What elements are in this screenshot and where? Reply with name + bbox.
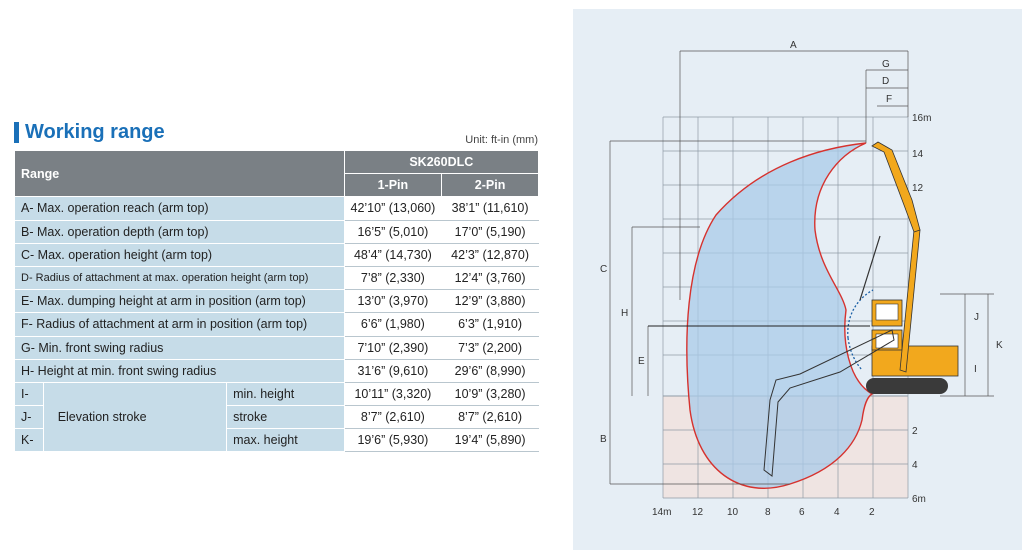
elevation-stroke-label: Elevation stroke	[42, 381, 228, 453]
tick-bottom-12: 12	[692, 507, 704, 518]
tick-bottom-4: 4	[834, 507, 840, 518]
value-2pin: 8’7” (2,610)	[441, 405, 539, 430]
row-code: J-	[14, 405, 44, 430]
dim-label-d: D	[882, 76, 889, 87]
dim-label-e: E	[638, 356, 645, 367]
row-label: A- Max. operation reach (arm top)	[14, 196, 345, 221]
diagram-canvas: A G D F C H E B J I K 16m 14 12 2 4 6m 1…	[600, 40, 1003, 518]
tick-right-2: 2	[912, 426, 918, 437]
excavator-illustration	[763, 141, 959, 477]
dim-label-f: F	[886, 94, 892, 105]
value-2pin: 12’9” (3,880)	[441, 289, 539, 314]
value-2pin: 29’6” (8,990)	[441, 358, 539, 383]
value-1pin: 19’6” (5,930)	[343, 428, 443, 453]
dim-label-c: C	[600, 264, 607, 275]
value-1pin: 7’8” (2,330)	[343, 265, 443, 291]
value-2pin: 6’3” (1,910)	[441, 312, 539, 337]
value-1pin: 31’6” (9,610)	[343, 358, 443, 383]
row-sublabel: max. height	[226, 428, 345, 453]
table-row: H- Height at min. front swing radius 31’…	[14, 358, 539, 383]
tick-right-16m: 16m	[912, 113, 931, 124]
table-row: C- Max. operation height (arm top) 48’4”…	[14, 242, 539, 267]
dim-label-k: K	[996, 340, 1003, 351]
value-2pin: 17’0” (5,190)	[441, 219, 539, 244]
table-row: J- stroke 8’7” (2,610) 8’7” (2,610)	[14, 405, 539, 430]
value-2pin: 19’4” (5,890)	[441, 428, 539, 453]
dim-label-g: G	[882, 59, 890, 70]
table-row: B- Max. operation depth (arm top) 16’5” …	[14, 219, 539, 244]
swing-arc	[847, 289, 874, 371]
row-label: G- Min. front swing radius	[14, 335, 345, 360]
tick-bottom-6: 6	[799, 507, 805, 518]
row-label: B- Max. operation depth (arm top)	[14, 219, 345, 244]
dim-label-a: A	[790, 40, 797, 51]
tick-right-6m: 6m	[912, 494, 926, 505]
working-range-diagram: A G D F C H E B J I K 16m 14 12 2 4 6m 1…	[573, 9, 1022, 550]
model-header: SK260DLC	[343, 149, 540, 175]
row-code: K-	[14, 428, 44, 453]
table-row: A- Max. operation reach (arm top) 42’10”…	[14, 196, 539, 221]
dim-label-b: B	[600, 434, 607, 445]
table-row: E- Max. dumping height at arm in positio…	[14, 289, 539, 314]
value-2pin: 12’4” (3,760)	[441, 265, 539, 291]
axis-ticks: 16m 14 12 2 4 6m 14m 12 10 8 6 4 2	[652, 113, 931, 518]
title-accent-bar	[14, 122, 19, 143]
value-1pin: 6’6” (1,980)	[343, 312, 443, 337]
row-label: D- Radius of attachment at max. operatio…	[14, 265, 345, 291]
unit-note: Unit: ft-in (mm)	[465, 134, 538, 146]
tick-right-4: 4	[912, 460, 918, 471]
row-label: C- Max. operation height (arm top)	[14, 242, 345, 267]
value-1pin: 42’10” (13,060)	[343, 196, 443, 221]
col-2pin-header: 2-Pin	[441, 173, 539, 198]
range-header: Range	[14, 149, 345, 198]
row-label: H- Height at min. front swing radius	[14, 358, 345, 383]
table-row: D- Radius of attachment at max. operatio…	[14, 265, 539, 291]
dimension-labels: A G D F C H E B J I K	[600, 40, 1003, 445]
page-title: Working range	[25, 121, 165, 143]
value-1pin: 48’4” (14,730)	[343, 242, 443, 267]
tick-right-12: 12	[912, 183, 924, 194]
value-2pin: 10’9” (3,280)	[441, 381, 539, 407]
tick-bottom-2: 2	[869, 507, 875, 518]
value-1pin: 7’10” (2,390)	[343, 335, 443, 360]
row-label: E- Max. dumping height at arm in positio…	[14, 289, 345, 314]
tick-bottom-14m: 14m	[652, 507, 671, 518]
working-range-table: Range SK260DLC 1-Pin 2-Pin A- Max. opera…	[14, 149, 540, 453]
table-row: K- max. height 19’6” (5,930) 19’4” (5,89…	[14, 428, 539, 453]
tick-bottom-10: 10	[727, 507, 739, 518]
dimension-lines	[609, 50, 994, 485]
dim-label-i: I	[974, 364, 977, 375]
row-sublabel: min. height	[226, 381, 345, 407]
tick-bottom-8: 8	[765, 507, 771, 518]
value-2pin: 7’3” (2,200)	[441, 335, 539, 360]
value-1pin: 16’5” (5,010)	[343, 219, 443, 244]
section-header: Working range	[14, 121, 165, 144]
dim-label-h: H	[621, 308, 628, 319]
table-row: G- Min. front swing radius 7’10” (2,390)…	[14, 335, 539, 360]
table-row: I- Elevation stroke min. height 10’11” (…	[14, 381, 539, 453]
value-2pin: 38’1” (11,610)	[441, 196, 539, 221]
row-code: I-	[14, 381, 44, 407]
value-2pin: 42’3” (12,870)	[441, 242, 539, 267]
row-label: F- Radius of attachment at arm in positi…	[14, 312, 345, 337]
row-sublabel: stroke	[226, 405, 345, 430]
col-1pin-header: 1-Pin	[343, 173, 443, 198]
dim-label-j: J	[974, 312, 979, 323]
tick-right-14: 14	[912, 149, 924, 160]
working-envelope	[686, 142, 874, 489]
value-1pin: 13’0” (3,970)	[343, 289, 443, 314]
value-1pin: 8’7” (2,610)	[343, 405, 443, 430]
table-row: F- Radius of attachment at arm in positi…	[14, 312, 539, 337]
value-1pin: 10’11” (3,320)	[343, 381, 443, 407]
